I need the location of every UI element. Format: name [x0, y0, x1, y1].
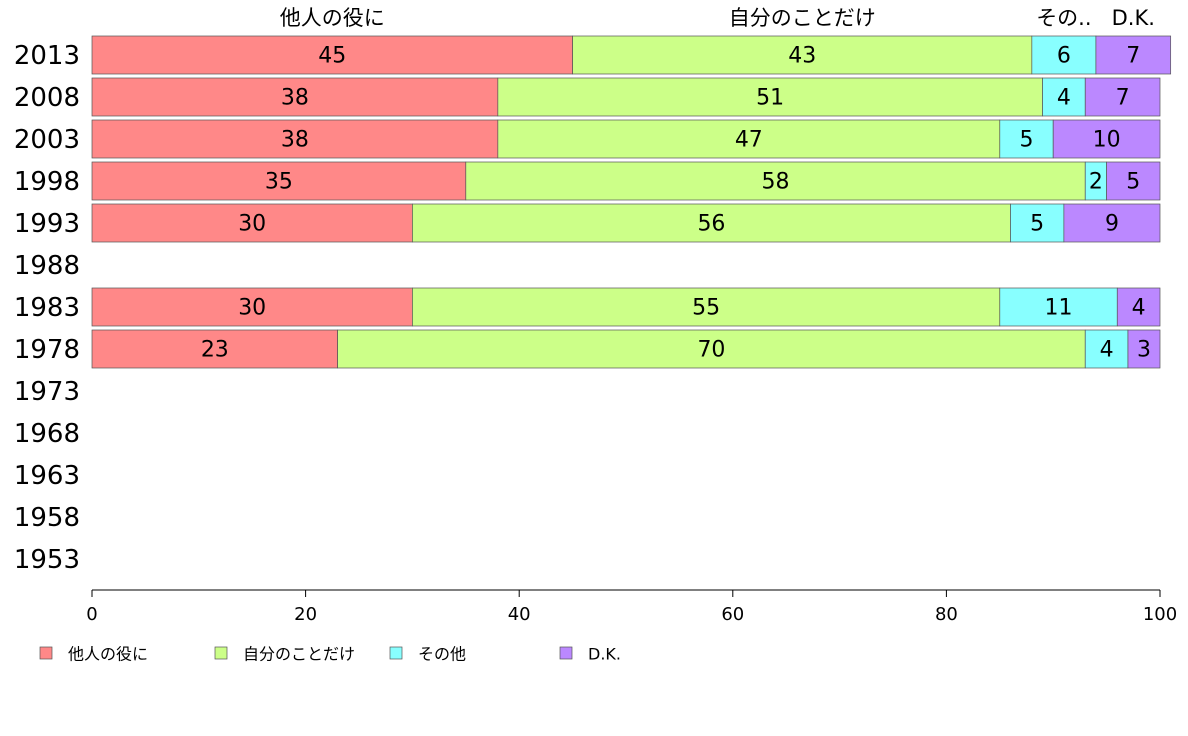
year-label-1983: 1983 [14, 293, 80, 323]
bar-value-label-2003-2: 5 [1020, 128, 1034, 153]
bar-value-label-2013-3: 7 [1126, 44, 1140, 69]
top-category-labels: 他人の役に 自分のことだけ その.. D.K. [280, 6, 1155, 30]
bar-segment-2013-3 [1095, 35, 1172, 75]
bar-value-label-1978-0: 23 [201, 338, 229, 363]
bar-value-label-2013-1: 43 [788, 44, 816, 69]
bar-value-label-2013-2: 6 [1057, 44, 1071, 69]
year-label-1958: 1958 [14, 503, 80, 533]
bar-value-label-2003-1: 47 [735, 128, 763, 153]
bar-value-label-2013-0: 45 [318, 44, 346, 69]
bar-value-label-1983-0: 30 [238, 296, 266, 321]
bar-segment-2013-0 [91, 35, 573, 75]
bar-segment-1993-0 [91, 203, 413, 243]
bar-segment-1983-2 [999, 287, 1118, 327]
bar-value-label-2003-0: 38 [281, 128, 309, 153]
bar-segment-2013-1 [572, 35, 1033, 75]
bar-value-label-1993-2: 5 [1030, 212, 1044, 237]
bar-value-label-1998-0: 35 [265, 170, 293, 195]
top-label-2: その.. [1036, 6, 1091, 30]
year-label-2003: 2003 [14, 125, 80, 155]
bar-value-label-1983-2: 11 [1045, 296, 1073, 321]
legend-swatch-2 [389, 646, 403, 660]
year-label-1963: 1963 [14, 461, 80, 491]
bar-value-label-1983-3: 4 [1132, 296, 1146, 321]
top-label-0: 他人の役に [280, 6, 385, 30]
year-label-1978: 1978 [14, 335, 80, 365]
legend-swatch-3 [559, 646, 573, 660]
bar-value-label-1998-1: 58 [762, 170, 790, 195]
bar-segment-1978-2 [1084, 329, 1129, 369]
year-label-1953: 1953 [14, 545, 80, 575]
x-tick-label-0: 0 [86, 604, 97, 625]
bar-segment-1978-1 [337, 329, 1086, 369]
x-tick-label-40: 40 [508, 604, 531, 625]
top-label-1: 自分のことだけ [729, 6, 876, 30]
legend-swatch-0 [39, 646, 53, 660]
bar-value-label-2008-0: 38 [281, 86, 309, 111]
bar-value-label-1993-1: 56 [697, 212, 725, 237]
bar-value-label-1998-3: 5 [1126, 170, 1140, 195]
bar-segment-2008-1 [497, 77, 1043, 117]
legend-label-1: 自分のことだけ [243, 645, 355, 664]
bar-segment-2003-3 [1052, 119, 1161, 159]
bar-segment-2013-2 [1031, 35, 1097, 75]
year-label-2008: 2008 [14, 83, 80, 113]
bar-segment-1993-1 [412, 203, 1011, 243]
bar-value-label-1983-1: 55 [692, 296, 720, 321]
bar-value-label-2008-2: 4 [1057, 86, 1071, 111]
top-label-3: D.K. [1112, 6, 1155, 30]
bar-value-label-1993-3: 9 [1105, 212, 1119, 237]
legend-label-3: D.K. [588, 645, 621, 664]
x-tick-label-60: 60 [721, 604, 744, 625]
year-label-2013: 2013 [14, 41, 80, 71]
x-axis: 0 20 40 60 80 100 [86, 589, 1177, 625]
year-labels: 2013 2008 2003 1998 1993 1988 1983 1978 1973 1968… [14, 41, 80, 575]
year-label-1973: 1973 [14, 377, 80, 407]
bar-segment-1983-3 [1116, 287, 1161, 327]
bar-value-label-1978-2: 4 [1100, 338, 1114, 363]
bar-value-label-1993-0: 30 [238, 212, 266, 237]
bar-segment-1998-0 [91, 161, 467, 201]
bar-value-label-2003-3: 10 [1093, 128, 1121, 153]
bar-segment-1993-2 [1010, 203, 1065, 243]
x-tick-label-20: 20 [294, 604, 317, 625]
legend-swatch-1 [214, 646, 228, 660]
bar-segment-1998-3 [1106, 161, 1161, 201]
legend-label-0: 他人の役に [68, 645, 148, 664]
bar-segment-2003-0 [91, 119, 499, 159]
bar-value-label-2008-3: 7 [1116, 86, 1130, 111]
x-tick-label-100: 100 [1143, 604, 1177, 625]
year-label-1968: 1968 [14, 419, 80, 449]
year-label-1998: 1998 [14, 167, 80, 197]
bar-segment-2008-2 [1042, 77, 1086, 117]
year-label-1993: 1993 [14, 209, 80, 239]
bar-value-label-1978-3: 3 [1137, 338, 1151, 363]
bar-segment-1983-0 [91, 287, 413, 327]
bar-segment-1993-3 [1063, 203, 1161, 243]
legend: 他人の役に 自分のことだけ その他 D.K. [39, 645, 621, 664]
bar-segment-2008-0 [91, 77, 499, 117]
bar-segment-1998-1 [465, 161, 1086, 201]
bar-value-label-2008-1: 51 [756, 86, 784, 111]
year-label-1988: 1988 [14, 251, 80, 281]
bar-segment-1978-3 [1127, 329, 1161, 369]
bar-segment-2008-3 [1084, 77, 1161, 117]
x-tick-label-80: 80 [935, 604, 958, 625]
bar-value-label-1978-1: 70 [697, 338, 725, 363]
bar-segment-1983-1 [412, 287, 1001, 327]
bar-value-label-1998-2: 2 [1089, 170, 1103, 195]
bar-segment-2003-1 [497, 119, 1001, 159]
bar-segment-1978-0 [91, 329, 338, 369]
legend-label-2: その他 [418, 645, 466, 664]
